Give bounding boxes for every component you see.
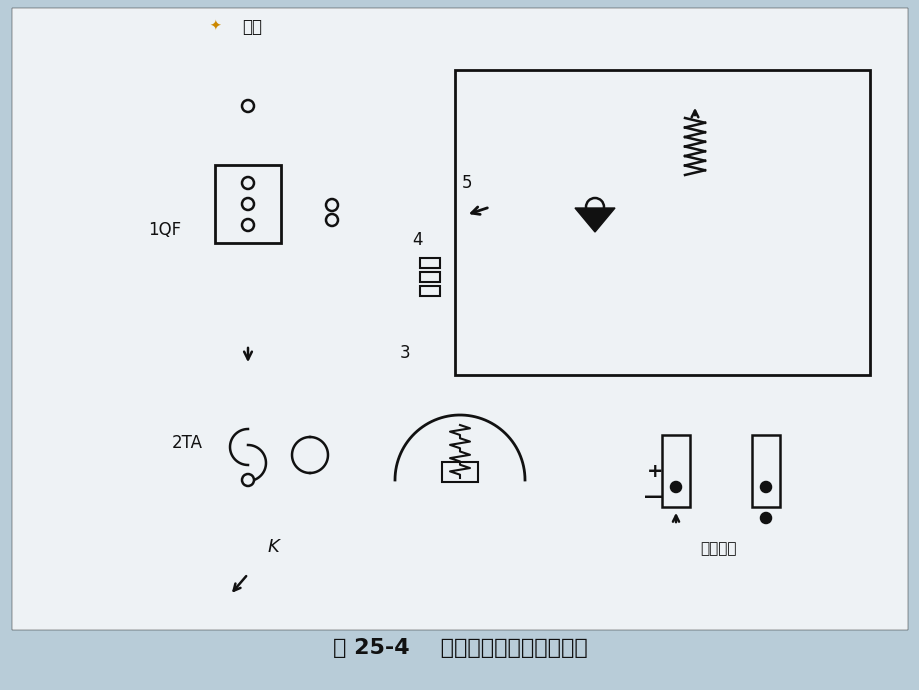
Bar xyxy=(215,165,280,243)
Text: K: K xyxy=(267,538,279,556)
Circle shape xyxy=(670,482,680,492)
Polygon shape xyxy=(574,208,614,232)
Text: 图 25-4    过电流保护的原理示意图: 图 25-4 过电流保护的原理示意图 xyxy=(333,638,586,658)
Text: 操作电源: 操作电源 xyxy=(699,541,736,556)
Text: 5: 5 xyxy=(461,174,472,192)
Bar xyxy=(455,70,869,375)
Text: 1QF: 1QF xyxy=(148,221,181,239)
Text: 2TA: 2TA xyxy=(172,434,203,452)
Text: ✦: ✦ xyxy=(209,20,221,34)
Circle shape xyxy=(242,100,254,112)
Circle shape xyxy=(242,198,254,210)
Text: +: + xyxy=(646,462,663,481)
Circle shape xyxy=(325,214,337,226)
Bar xyxy=(441,462,478,482)
Circle shape xyxy=(242,177,254,189)
Circle shape xyxy=(760,513,770,523)
Text: 4: 4 xyxy=(412,231,422,249)
Bar xyxy=(662,435,689,507)
Text: —: — xyxy=(643,487,663,506)
Bar xyxy=(751,435,779,507)
Circle shape xyxy=(585,198,604,216)
Text: 母线: 母线 xyxy=(242,18,262,36)
Bar xyxy=(420,286,439,296)
Bar xyxy=(420,258,439,268)
Bar xyxy=(420,272,439,282)
Circle shape xyxy=(760,482,770,492)
Circle shape xyxy=(242,474,254,486)
Circle shape xyxy=(242,219,254,231)
Circle shape xyxy=(325,199,337,211)
Text: 3: 3 xyxy=(400,344,410,362)
